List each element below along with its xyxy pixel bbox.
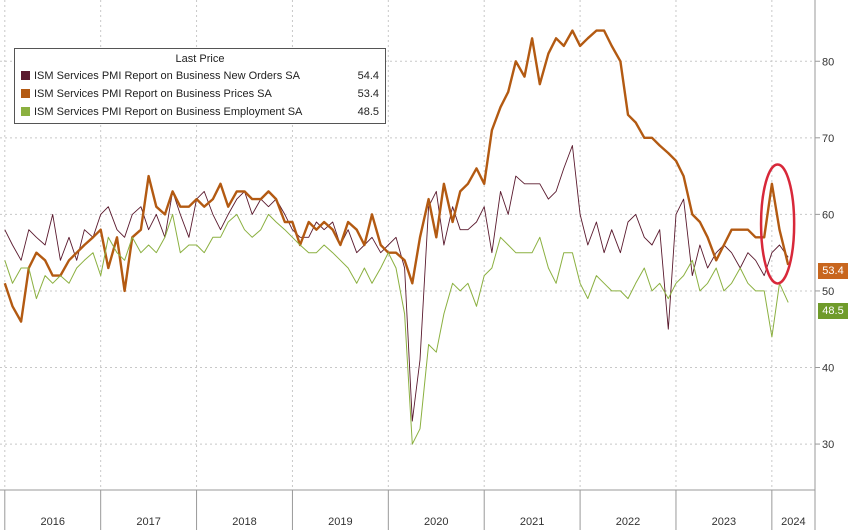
- series-line-new-orders: [4, 145, 789, 422]
- legend-swatch-prices: [21, 89, 30, 98]
- y-tick-label: 70: [822, 133, 834, 145]
- legend-title: Last Price: [175, 53, 225, 65]
- x-tick-label: 2020: [424, 516, 448, 528]
- x-tick-label: 2017: [136, 516, 160, 528]
- prices-last-value-tag: 53.4: [818, 263, 848, 279]
- x-tick-label: 2018: [232, 516, 256, 528]
- x-tick-label: 2021: [520, 516, 544, 528]
- y-tick-label: 60: [822, 209, 834, 221]
- legend-swatch-employment: [21, 107, 30, 116]
- legend-item-employment: ISM Services PMI Report on Business Empl…: [21, 105, 379, 119]
- x-tick-label: 2022: [616, 516, 640, 528]
- series-line-prices: [3, 29, 790, 323]
- legend-value: 48.5: [357, 106, 379, 118]
- legend-item-prices: ISM Services PMI Report on Business Pric…: [21, 87, 379, 101]
- highlight-ellipse: [759, 163, 796, 285]
- annotation-layer: [759, 163, 796, 285]
- legend-label: ISM Services PMI Report on Business New …: [34, 70, 300, 82]
- legend-label: ISM Services PMI Report on Business Pric…: [34, 88, 272, 100]
- legend: Last Price ISM Services PMI Report on Bu…: [14, 48, 386, 124]
- series-layer: [3, 29, 790, 445]
- legend-swatch-new-orders: [21, 71, 30, 80]
- legend-label: ISM Services PMI Report on Business Empl…: [34, 106, 303, 118]
- y-tick-label: 80: [822, 56, 834, 68]
- employment-last-value-tag: 48.5: [818, 303, 848, 319]
- y-tick-label: 30: [822, 439, 834, 451]
- y-tick-label: 40: [822, 363, 834, 375]
- x-tick-label: 2019: [328, 516, 352, 528]
- x-axis: 2016 2017 2018 2019 2020 2021 2022 2023 2024: [0, 489, 815, 530]
- x-tick-label: 2016: [40, 516, 64, 528]
- x-tick-label: 2023: [712, 516, 736, 528]
- legend-item-new-orders: ISM Services PMI Report on Business New …: [21, 69, 379, 83]
- series-line-employment: [4, 213, 789, 445]
- y-tick-label: 50: [822, 286, 834, 298]
- legend-value: 54.4: [357, 70, 379, 82]
- x-tick-label: 2024: [781, 516, 805, 528]
- y-axis: 30 40 50 60 70 80: [814, 0, 834, 530]
- legend-value: 53.4: [357, 88, 379, 100]
